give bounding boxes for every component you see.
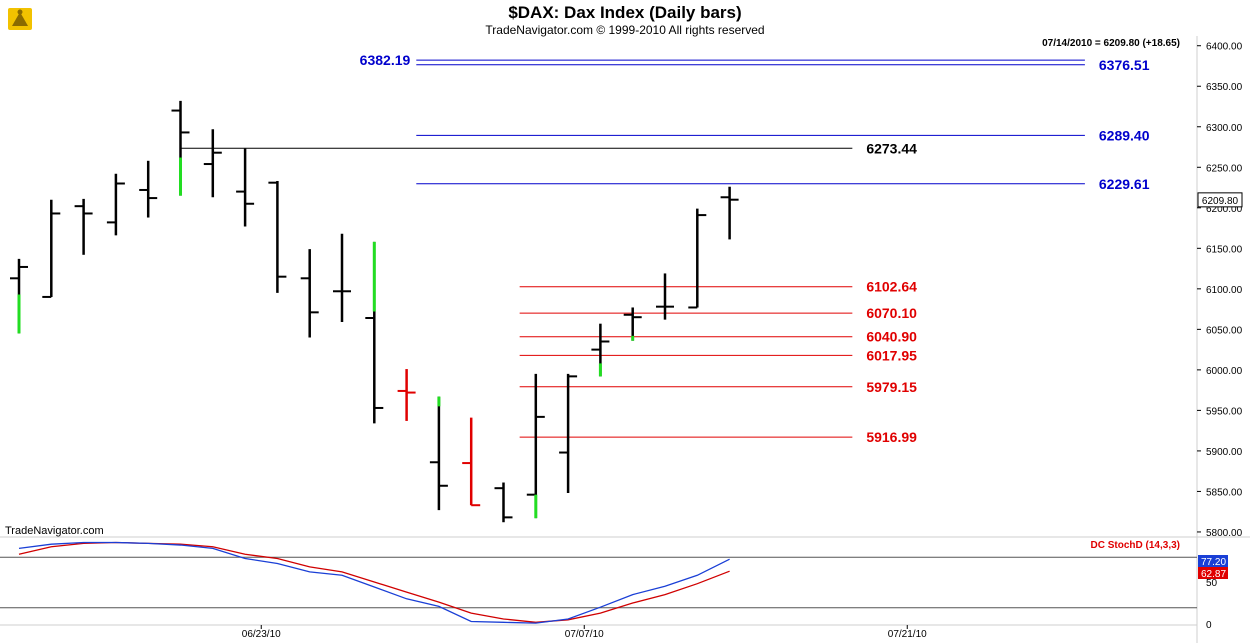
level-label: 6273.44 bbox=[866, 140, 917, 156]
d-value-tag bbox=[1198, 567, 1228, 579]
y-tick-label: 6000.00 bbox=[1206, 366, 1243, 377]
stoch-tick-label: 50 bbox=[1206, 578, 1218, 589]
price-panel bbox=[0, 36, 1197, 536]
y-tick-label: 6350.00 bbox=[1206, 82, 1243, 93]
level-label: 6070.10 bbox=[866, 305, 917, 321]
stochastic-panel: 50 0 bbox=[0, 541, 1218, 631]
x-tick-label: 07/07/10 bbox=[565, 629, 604, 640]
price-axis: 6400.00 6350.00 6300.00 6250.00 6200.00 6150.… bbox=[1197, 42, 1243, 539]
level-lines: 6382.19 6376.51 6289.40 6273.44 6229.61 6102.… bbox=[180, 52, 1150, 445]
last-price-tag bbox=[1197, 192, 1243, 208]
level-label: 6102.64 bbox=[866, 279, 917, 295]
y-tick-label: 5950.00 bbox=[1206, 406, 1243, 417]
x-tick-label: 06/23/10 bbox=[242, 629, 281, 640]
date-axis: 06/23/10 07/07/10 07/21/10 bbox=[242, 625, 927, 640]
stoch-d-line bbox=[18, 541, 730, 623]
level-label: 5979.15 bbox=[866, 379, 917, 395]
level-label: 5916.99 bbox=[866, 429, 917, 445]
y-tick-label: 5850.00 bbox=[1206, 487, 1243, 498]
level-label: 6289.40 bbox=[1099, 127, 1150, 143]
y-tick-label: 6200.00 bbox=[1206, 204, 1243, 215]
chart-subtitle: TradeNavigator.com © 1999-2010 All right… bbox=[485, 23, 764, 37]
trade-navigator-logo-icon bbox=[8, 8, 32, 30]
level-label: 6376.51 bbox=[1099, 57, 1150, 73]
last-quote: 07/14/2010 = 6209.80 (+18.65) bbox=[1042, 38, 1180, 49]
chart-title: $DAX: Dax Index (Daily bars) bbox=[508, 3, 741, 22]
y-tick-label: 6050.00 bbox=[1206, 325, 1243, 336]
price-bars bbox=[10, 100, 739, 523]
level-label: 6040.90 bbox=[866, 329, 917, 345]
indicator-name: DC StochD (14,3,3) bbox=[1091, 540, 1180, 551]
y-tick-label: 5800.00 bbox=[1206, 528, 1243, 539]
stoch-k-line bbox=[18, 541, 730, 624]
y-tick-label: 6300.00 bbox=[1206, 123, 1243, 134]
level-label: 6382.19 bbox=[360, 52, 411, 68]
y-tick-label: 6400.00 bbox=[1206, 42, 1243, 53]
last-price-label: 6209.80 bbox=[1202, 196, 1239, 207]
level-label: 6017.95 bbox=[866, 347, 917, 363]
watermark: TradeNavigator.com bbox=[5, 525, 104, 537]
d-value-label: 62.87 bbox=[1201, 569, 1226, 580]
y-tick-label: 5900.00 bbox=[1206, 447, 1243, 458]
y-tick-label: 6150.00 bbox=[1206, 244, 1243, 255]
x-tick-label: 07/21/10 bbox=[888, 629, 927, 640]
stoch-tick-label: 0 bbox=[1206, 620, 1212, 631]
k-value-label: 77.20 bbox=[1201, 557, 1226, 568]
y-tick-label: 6250.00 bbox=[1206, 163, 1243, 174]
k-value-tag bbox=[1198, 555, 1228, 567]
y-tick-label: 6100.00 bbox=[1206, 285, 1243, 296]
level-label: 6229.61 bbox=[1099, 176, 1150, 192]
